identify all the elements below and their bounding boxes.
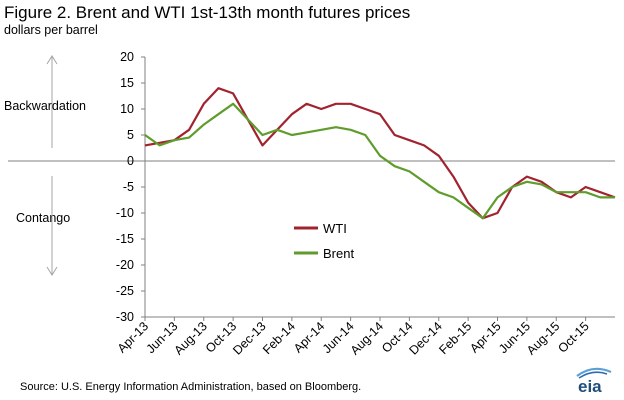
x-tick-label: Dec-14 (406, 319, 444, 357)
contango-arrow (46, 176, 58, 276)
chart-subtitle: dollars per barrel (4, 23, 98, 37)
x-tick-label: Aug-14 (348, 319, 386, 357)
backwardation-label: Backwardation (4, 99, 86, 113)
x-tick-label: Feb-14 (260, 319, 298, 357)
contango-label: Contango (16, 211, 71, 225)
series-line-wti (144, 87, 616, 220)
x-tick-label: Dec-13 (230, 319, 268, 357)
y-tick-label: 10 (120, 102, 134, 116)
x-tick-label: Apr-13 (115, 319, 151, 355)
y-tick-label: 20 (120, 50, 134, 64)
x-tick-label: Oct-15 (555, 319, 591, 355)
y-tick-label: -15 (116, 232, 134, 246)
source-note: Source: U.S. Energy Information Administ… (20, 381, 362, 393)
y-tick-label: -5 (123, 180, 134, 194)
x-tick-label: Aug-15 (524, 319, 562, 357)
y-tick-label: -30 (116, 310, 134, 324)
chart-title: Figure 2. Brent and WTI 1st-13th month f… (4, 3, 411, 22)
y-tick-label: 15 (120, 76, 134, 90)
y-tick-label: -25 (116, 284, 134, 298)
y-tick-label: 0 (127, 154, 134, 168)
legend-label-wti: WTI (323, 221, 347, 236)
x-tick-label: Apr-15 (467, 319, 503, 355)
svg-text:eia: eia (578, 377, 602, 396)
legend-label-brent: Brent (323, 246, 354, 261)
y-tick-label: 5 (127, 128, 134, 142)
y-tick-label: -10 (116, 206, 134, 220)
backwardation-arrow (46, 55, 58, 148)
x-tick-label: Feb-15 (436, 319, 474, 357)
x-tick-label: Aug-13 (171, 319, 209, 357)
eia-logo: eia (576, 367, 612, 396)
x-tick-label: Apr-14 (291, 319, 327, 355)
y-tick-label: -20 (116, 258, 134, 272)
series-line-brent (144, 102, 615, 220)
